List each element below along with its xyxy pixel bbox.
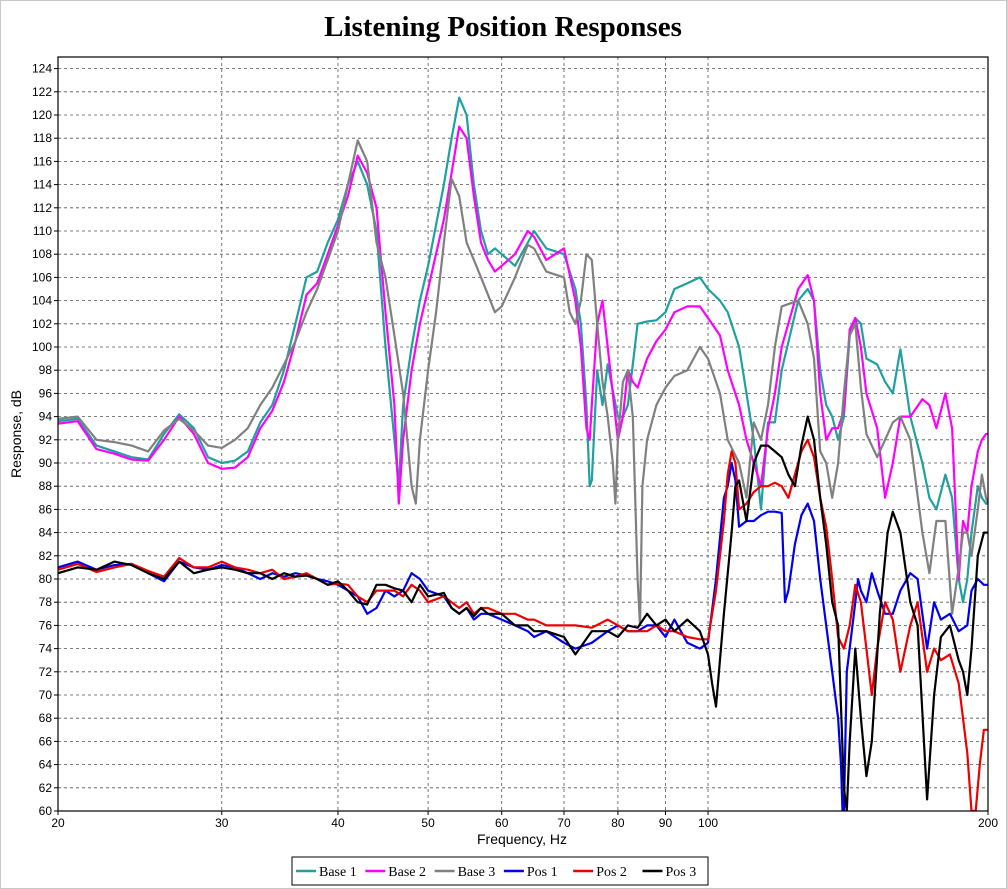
x-tick-label: 30 [215, 816, 229, 830]
y-tick-label: 90 [39, 456, 53, 470]
x-tick-label: 40 [331, 816, 345, 830]
y-tick-label: 74 [39, 642, 53, 656]
y-tick-label: 68 [39, 711, 53, 725]
legend: Base 1 Base 2 Base 3 Pos 1 Pos 2 Pos 3 [291, 856, 709, 886]
x-axis-label: Frequency, Hz [477, 831, 567, 847]
x-tick-label: 60 [495, 816, 509, 830]
y-tick-label: 92 [39, 433, 53, 447]
plot-border [57, 56, 989, 812]
y-tick-label: 72 [39, 665, 53, 679]
x-tick-label: 90 [659, 816, 673, 830]
y-tick-label: 82 [39, 549, 53, 563]
y-tick-label: 88 [39, 479, 53, 493]
x-axis-ticks: 20 30 40 50 60 70 80 90 100 200 [51, 811, 998, 830]
y-tick-label: 84 [39, 526, 53, 540]
y-tick-label: 124 [32, 62, 52, 76]
x-tick-label: 70 [557, 816, 571, 830]
legend-label: Base 1 [319, 865, 357, 880]
legend-label: Base 3 [458, 865, 496, 880]
y-axis-label: Response, dB [8, 390, 24, 478]
y-tick-label: 78 [39, 595, 53, 609]
legend-label: Base 2 [388, 865, 426, 880]
series-lines [58, 96, 988, 811]
y-tick-label: 104 [32, 294, 52, 308]
y-tick-label: 94 [39, 410, 53, 424]
y-tick-label: 102 [32, 317, 52, 331]
x-tick-label: 100 [698, 816, 718, 830]
y-tick-label: 122 [32, 85, 52, 99]
y-tick-label: 66 [39, 734, 53, 748]
y-tick-label: 120 [32, 108, 52, 122]
legend-label: Pos 2 [596, 865, 627, 880]
series-line-pos-2 [58, 438, 988, 811]
y-tick-label: 118 [33, 131, 52, 145]
y-tick-label: 76 [39, 618, 53, 632]
y-tick-label: 86 [39, 502, 53, 516]
x-tick-label: 200 [978, 816, 998, 830]
y-axis-ticks: 60 62 64 66 68 70 72 74 76 78 80 82 84 86 88 90 92 94 96 98… [32, 62, 58, 818]
y-tick-label: 80 [39, 572, 53, 586]
y-tick-label: 96 [39, 386, 53, 400]
y-tick-label: 60 [39, 804, 53, 818]
y-tick-label: 62 [39, 781, 53, 795]
series-line-pos-3 [58, 415, 988, 811]
x-tick-label: 80 [611, 816, 625, 830]
series-line-base-2 [58, 125, 988, 581]
series-line-base-3 [58, 139, 988, 627]
legend-label: Pos 1 [527, 865, 558, 880]
legend-box [291, 856, 709, 886]
legend-label: Pos 3 [666, 865, 697, 880]
y-tick-label: 116 [33, 154, 52, 168]
y-tick-label: 110 [33, 224, 52, 238]
x-tick-label: 50 [421, 816, 435, 830]
y-tick-label: 114 [33, 178, 52, 192]
y-tick-label: 100 [32, 340, 52, 354]
y-tick-label: 64 [39, 758, 53, 772]
y-tick-label: 98 [39, 363, 53, 377]
y-tick-label: 108 [32, 247, 52, 261]
y-tick-label: 70 [39, 688, 53, 702]
y-tick-label: 106 [32, 270, 52, 284]
chart-title: Listening Position Responses [324, 11, 682, 43]
series-line-base-1 [58, 96, 988, 604]
y-tick-label: 112 [33, 201, 52, 215]
x-tick-label: 20 [51, 816, 65, 830]
